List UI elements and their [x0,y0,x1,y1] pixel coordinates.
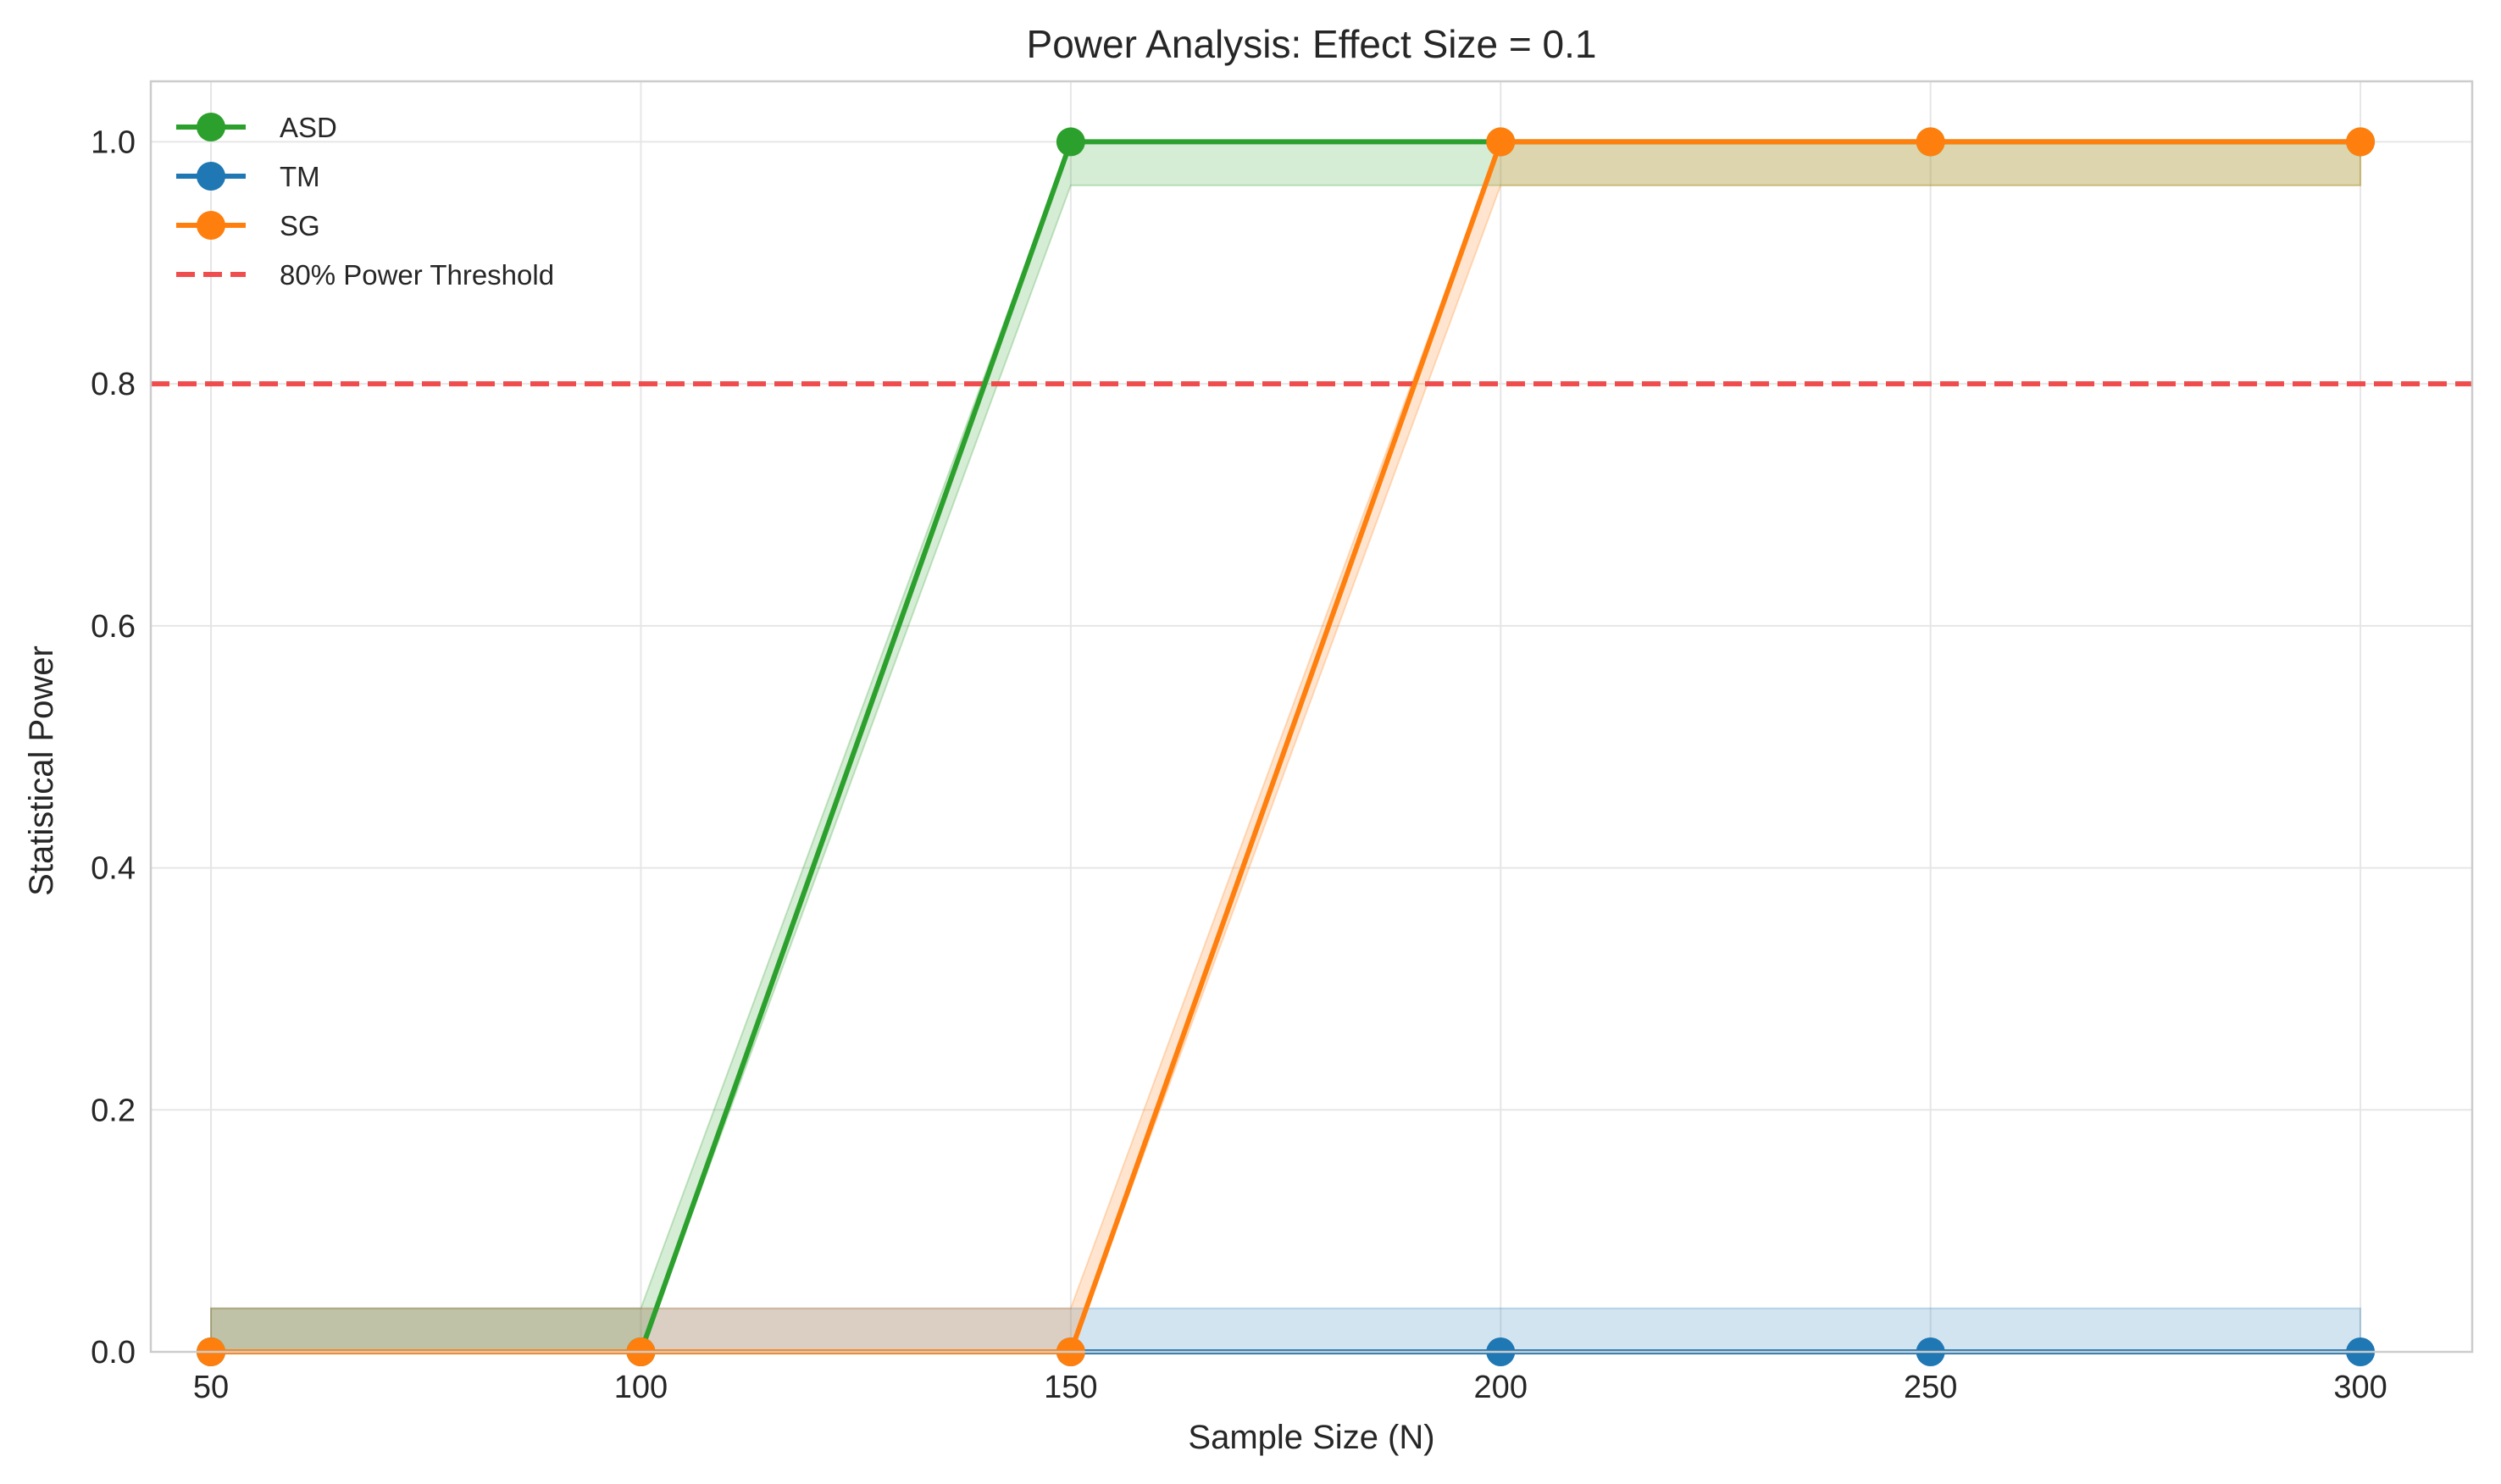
y-tick-label: 0.2 [91,1093,136,1128]
data-point-sg [1916,127,1945,157]
legend-label-asd: ASD [280,112,337,143]
x-tick-label: 250 [1904,1370,1957,1405]
tick-labels: 50 100 150 200 250 300 0.0 0.2 0.4 0.6 0.8 1.0 [91,125,2387,1405]
x-tick-label: 300 [2333,1370,2387,1405]
legend-label-sg: SG [280,210,320,241]
x-tick-label: 200 [1474,1370,1528,1405]
legend-marker-asd [197,113,225,141]
y-tick-label: 0.6 [91,609,136,645]
x-tick-label: 150 [1044,1370,1097,1405]
y-tick-label: 1.0 [91,125,136,160]
x-axis-title: Sample Size (N) [1188,1419,1434,1456]
y-tick-label: 0.0 [91,1335,136,1370]
series-line-sg [208,139,2364,1354]
legend-label-threshold: 80% Power Threshold [280,259,554,291]
x-tick-label: 50 [193,1370,229,1405]
legend: ASD TM SG 80% Power Threshold [176,112,554,291]
plot-area-border [149,80,2474,1354]
data-point-sg [2346,127,2376,157]
y-axis-title: Statistical Power [23,645,60,896]
legend-marker-sg [197,211,225,240]
chart-title: Power Analysis: Effect Size = 0.1 [1027,22,1597,66]
series-layer [197,127,2376,1366]
y-tick-label: 0.4 [91,851,136,887]
y-tick-label: 0.8 [91,367,136,402]
legend-label-tm: TM [280,161,320,192]
plot-frame [149,80,2474,1354]
legend-marker-tm [197,162,225,191]
data-point-sg [1486,127,1516,157]
data-point-asd [1056,127,1085,157]
x-tick-label: 100 [614,1370,668,1405]
